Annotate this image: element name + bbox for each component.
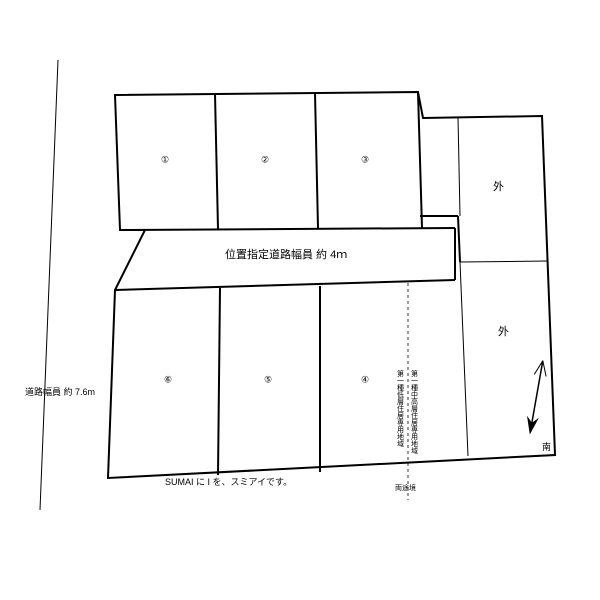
outside-label-bottom: 外	[498, 325, 509, 338]
left-road-label: 道路幅員 約 7.6m	[25, 386, 95, 397]
lot-label-4: ④	[361, 374, 369, 384]
lot-divider-6-5	[218, 288, 220, 475]
zoning-note-2: 第一種中高層住居専用地域	[411, 369, 419, 454]
block-outline	[108, 92, 555, 478]
bottom-caption: SUMAI に I を、スミアイです。	[165, 477, 292, 487]
lot-divider-2-3	[315, 93, 318, 228]
lot-label-6: ⑥	[164, 374, 172, 384]
right-divider-top	[458, 117, 460, 216]
right-divider-bottom	[460, 262, 468, 456]
notch-step-v	[458, 216, 460, 262]
road-bottom-edge	[115, 280, 455, 290]
zoning-note-1: 第一種低層住居専用地域	[397, 369, 405, 447]
compass-label: 南	[542, 441, 551, 452]
lot-label-3: ③	[361, 154, 369, 164]
plot-diagram: ① ② ③ ④ ⑤ ⑥ 外 外 位置指定道路幅員 約 4ｍ 道路幅員 約 7.6…	[0, 0, 600, 600]
lot-label-1: ①	[161, 154, 169, 164]
center-road-label: 位置指定道路幅員 約 4ｍ	[225, 247, 347, 261]
boundary-label: 両途境	[395, 483, 416, 492]
road-top-edge	[120, 228, 455, 230]
left-road-edge	[40, 60, 58, 510]
lot-divider-1-2	[215, 94, 218, 229]
outside-label-top: 外	[493, 180, 504, 193]
lot-label-5: ⑤	[264, 374, 272, 384]
compass-icon	[524, 360, 549, 436]
lot-label-2: ②	[261, 154, 269, 164]
outside-h-divider	[460, 261, 548, 262]
